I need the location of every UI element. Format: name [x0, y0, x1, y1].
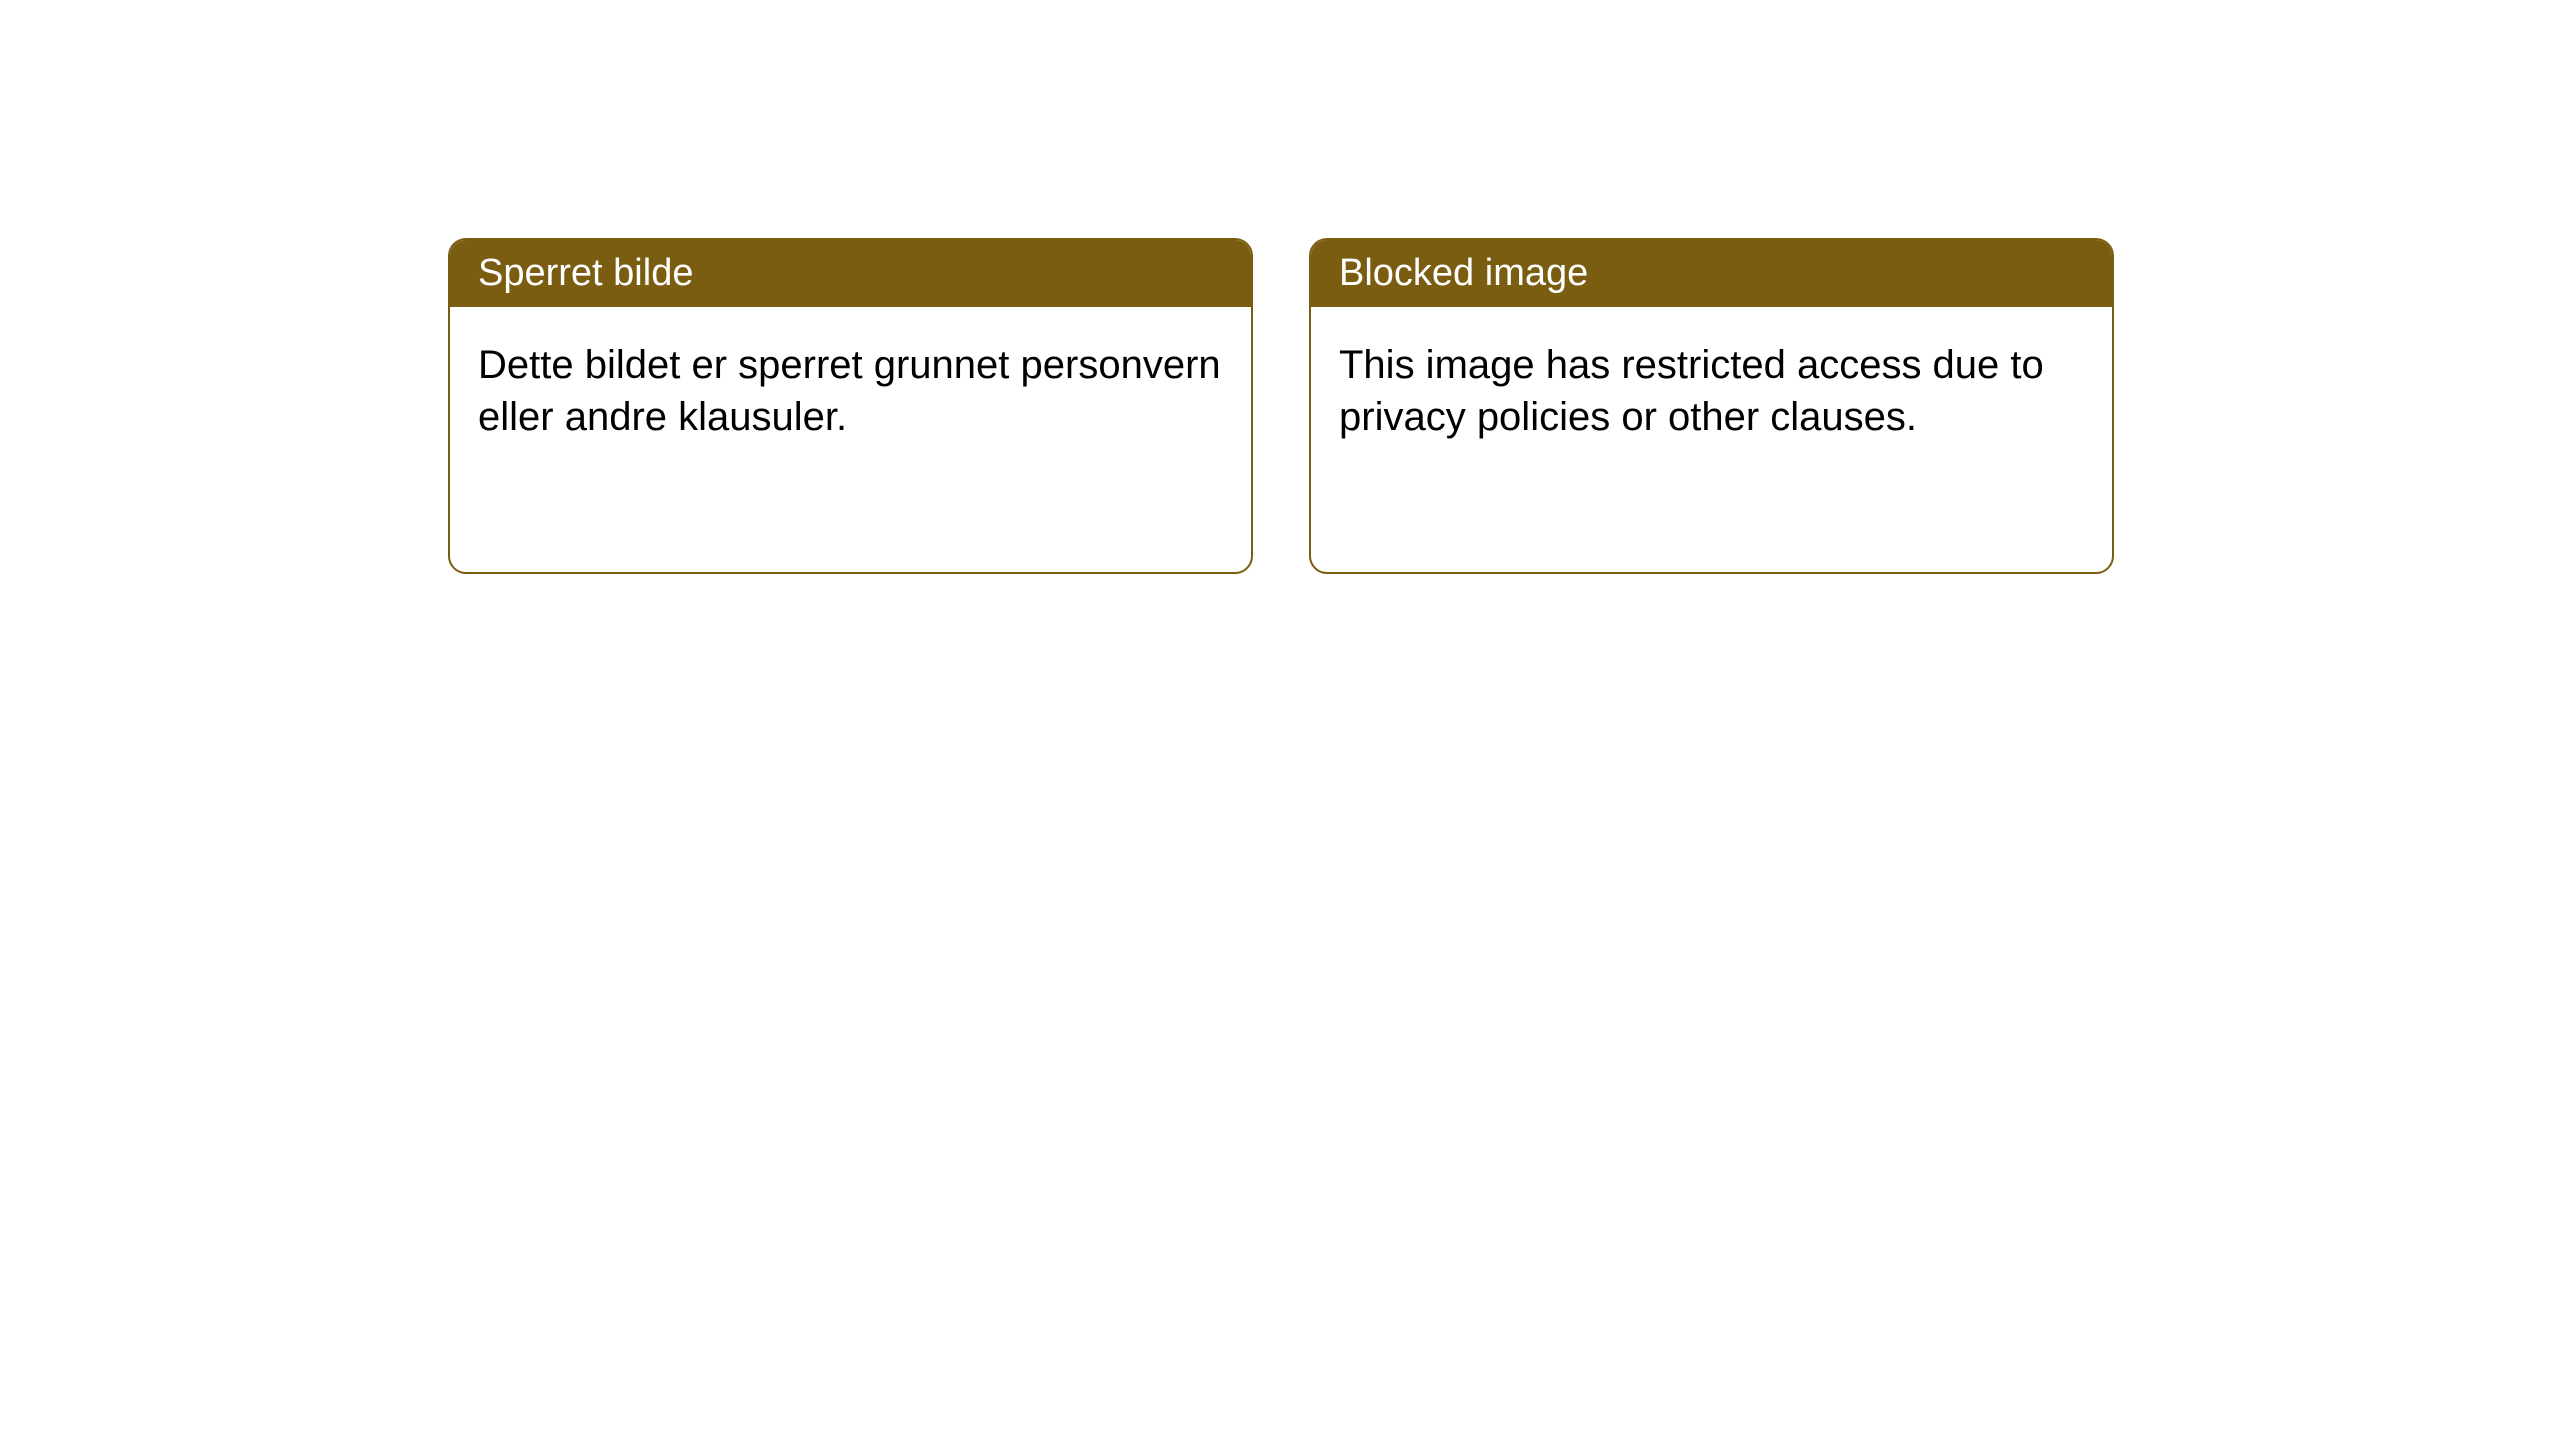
- notice-card-english: Blocked image This image has restricted …: [1309, 238, 2114, 574]
- notice-card-norwegian: Sperret bilde Dette bildet er sperret gr…: [448, 238, 1253, 574]
- card-header: Sperret bilde: [450, 240, 1251, 307]
- card-title: Sperret bilde: [478, 252, 693, 294]
- card-body-text: This image has restricted access due to …: [1339, 343, 2044, 439]
- card-body-text: Dette bildet er sperret grunnet personve…: [478, 343, 1221, 439]
- card-title: Blocked image: [1339, 252, 1588, 294]
- card-body: Dette bildet er sperret grunnet personve…: [450, 307, 1251, 475]
- card-header: Blocked image: [1311, 240, 2112, 307]
- notice-container: Sperret bilde Dette bildet er sperret gr…: [0, 0, 2560, 574]
- card-body: This image has restricted access due to …: [1311, 307, 2112, 475]
